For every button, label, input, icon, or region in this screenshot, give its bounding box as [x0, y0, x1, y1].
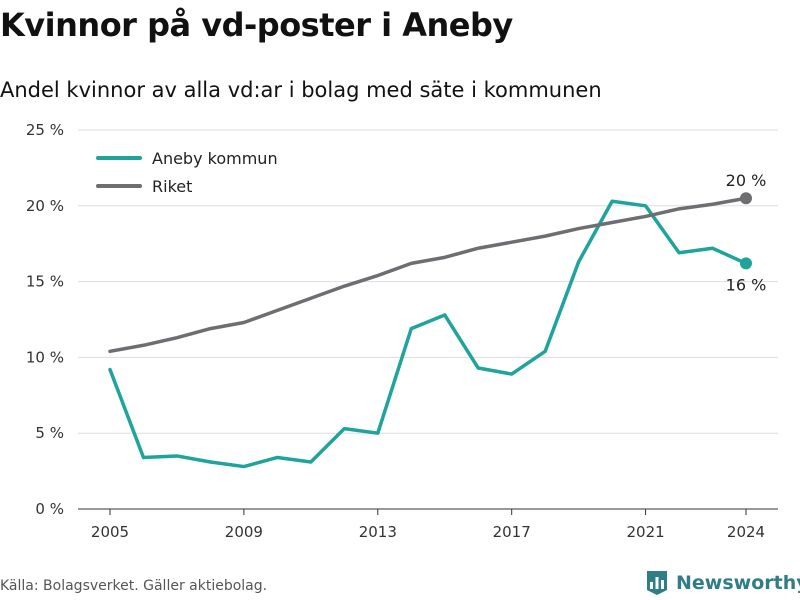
series-end-label: 16 %: [726, 275, 767, 294]
series-group: 16 % 20 %: [108, 171, 767, 469]
y-tick-label: 15 %: [26, 273, 64, 291]
series-end-label: 20 %: [726, 171, 767, 190]
legend: Aneby kommun Riket: [96, 149, 278, 196]
legend-label: Riket: [152, 177, 192, 196]
x-tick-label: 2021: [626, 523, 664, 541]
series-end-point: [740, 192, 752, 205]
x-tick-label: 2005: [91, 523, 129, 541]
y-tick-label: 20 %: [26, 197, 64, 215]
y-tick-label: 5 %: [35, 424, 64, 442]
x-tick-label: 2024: [727, 523, 765, 541]
y-tick-label: 25 %: [26, 121, 64, 139]
series-end-point: [740, 257, 752, 270]
x-tick-label: 2009: [225, 523, 263, 541]
brand-name: Newsworthy: [676, 572, 800, 594]
y-tick-label: 10 %: [26, 348, 64, 366]
series-line: [108, 196, 748, 354]
x-axis: 2005 2009 2013 2017 2021 2024: [91, 509, 765, 541]
chart-subtitle: Andel kvinnor av alla vd:ar i bolag med …: [0, 78, 602, 102]
y-axis: 0 % 5 % 10 % 15 % 20 % 25 %: [26, 121, 64, 518]
brand-logo[interactable]: Newsworthy: [645, 569, 800, 597]
source-note: Källa: Bolagsverket. Gäller aktiebolag.: [0, 578, 268, 594]
legend-label: Aneby kommun: [152, 149, 278, 168]
newsworthy-logo-icon: [647, 571, 667, 595]
gridlines: [78, 129, 778, 510]
x-tick-label: 2017: [493, 523, 531, 541]
x-tick-label: 2013: [359, 523, 397, 541]
chart-title: Kvinnor på vd-poster i Aneby: [0, 6, 513, 44]
series-line: [108, 199, 748, 469]
y-tick-label: 0 %: [35, 500, 64, 518]
